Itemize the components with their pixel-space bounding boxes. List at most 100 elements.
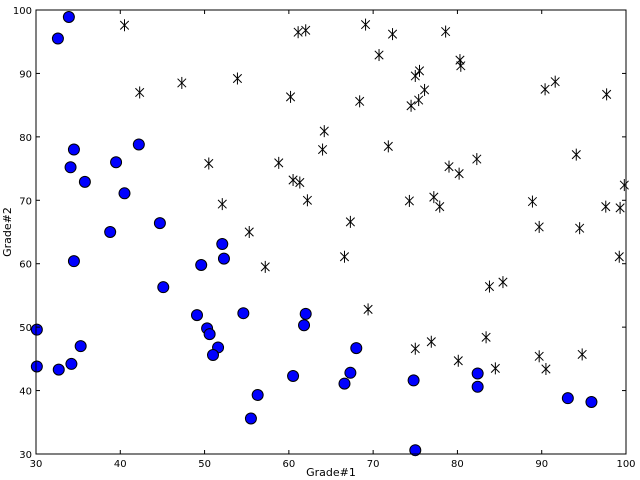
data-point-asterisk (217, 198, 227, 211)
data-point-asterisk (345, 215, 355, 228)
data-point-asterisk (414, 94, 424, 107)
x-tick-label: 100 (616, 459, 635, 470)
data-point-asterisk (498, 276, 508, 289)
data-point-asterisk (204, 157, 214, 170)
data-point-circle (52, 363, 65, 376)
data-point-circle (30, 323, 43, 336)
data-point-circle (299, 307, 312, 320)
data-point-asterisk (577, 348, 587, 361)
data-point-circle (195, 258, 208, 271)
data-point-circle (190, 309, 203, 322)
data-point-asterisk (387, 28, 398, 41)
data-point-asterisk (374, 49, 384, 62)
y-tick-label: 30 (19, 450, 32, 461)
data-point-asterisk (444, 160, 454, 173)
data-point-circle (30, 360, 43, 373)
data-point-asterisk (419, 83, 430, 96)
data-point-circle (118, 187, 131, 200)
data-point-asterisk (295, 176, 305, 189)
data-point-asterisk (484, 280, 495, 293)
data-point-circle (350, 342, 363, 355)
data-point-asterisk (441, 25, 451, 38)
data-point-asterisk (288, 173, 298, 186)
data-point-asterisk (481, 331, 491, 344)
data-point-circle (51, 32, 64, 45)
data-point-circle (338, 377, 351, 390)
data-point-circle (67, 143, 80, 156)
data-point-asterisk (410, 342, 420, 355)
y-tick-label: 40 (19, 387, 32, 398)
y-tick-label: 60 (19, 260, 32, 271)
data-point-asterisk (527, 195, 538, 208)
data-point-asterisk (615, 201, 625, 214)
data-point-asterisk (360, 18, 371, 31)
data-point-asterisk (541, 363, 551, 376)
data-point-asterisk (260, 260, 270, 273)
y-tick-label: 100 (13, 6, 32, 17)
data-point-asterisk (614, 250, 624, 263)
data-point-asterisk (534, 350, 544, 363)
data-point-asterisk (135, 86, 145, 99)
data-point-asterisk (534, 220, 544, 233)
data-point-circle (65, 357, 78, 370)
data-point-asterisk (317, 143, 328, 156)
data-point-circle (216, 238, 229, 251)
data-point-circle (64, 161, 77, 174)
data-point-circle (74, 340, 87, 353)
y-tick-label: 90 (19, 69, 32, 80)
data-point-circle (471, 380, 484, 393)
data-point-asterisk (414, 64, 425, 77)
data-point-asterisk (435, 200, 445, 213)
data-point-circle (207, 349, 219, 362)
data-point-asterisk (301, 24, 311, 37)
data-point-asterisk (355, 95, 365, 108)
data-point-asterisk (244, 226, 254, 238)
plot-frame (35, 9, 627, 455)
data-point-circle (471, 367, 484, 380)
x-tick-label: 40 (114, 459, 127, 470)
data-point-circle (217, 252, 230, 265)
y-axis-label: Grade#2 (1, 207, 14, 257)
data-point-asterisk (455, 54, 465, 67)
data-point-asterisk (404, 194, 414, 207)
data-point-asterisk (302, 194, 312, 207)
data-point-asterisk (119, 19, 130, 32)
data-point-circle (78, 175, 91, 188)
data-point-asterisk (575, 222, 585, 235)
data-point-asterisk (619, 179, 629, 192)
data-point-circle (344, 366, 357, 379)
data-point-asterisk (602, 88, 612, 101)
data-point-asterisk (456, 59, 466, 72)
data-point-asterisk (601, 200, 611, 213)
data-point-asterisk (490, 362, 500, 375)
data-point-asterisk (319, 125, 329, 138)
x-axis-label: Grade#1 (306, 466, 356, 479)
data-point-asterisk (293, 26, 303, 39)
y-tick-label: 50 (19, 323, 32, 334)
data-point-asterisk (426, 335, 436, 348)
x-tick-label: 90 (535, 459, 548, 470)
data-point-asterisk (472, 153, 482, 166)
data-point-circle (585, 395, 598, 408)
x-tick-label: 30 (30, 459, 43, 470)
data-point-asterisk (540, 83, 550, 96)
data-point-circle (67, 255, 80, 268)
data-point-circle (62, 10, 75, 23)
data-point-asterisk (232, 72, 243, 85)
data-point-circle (561, 392, 574, 405)
data-point-circle (132, 138, 145, 151)
data-point-asterisk (383, 140, 393, 153)
data-point-circle (251, 389, 264, 402)
data-point-circle (104, 226, 117, 238)
data-point-circle (287, 369, 300, 382)
data-point-asterisk (410, 69, 420, 82)
data-point-circle (244, 412, 257, 425)
data-point-asterisk (363, 303, 373, 316)
data-point-circle (298, 319, 311, 332)
data-point-asterisk (285, 90, 296, 103)
x-tick-label: 60 (282, 459, 295, 470)
data-point-asterisk (453, 354, 463, 367)
points-layer (30, 10, 629, 457)
